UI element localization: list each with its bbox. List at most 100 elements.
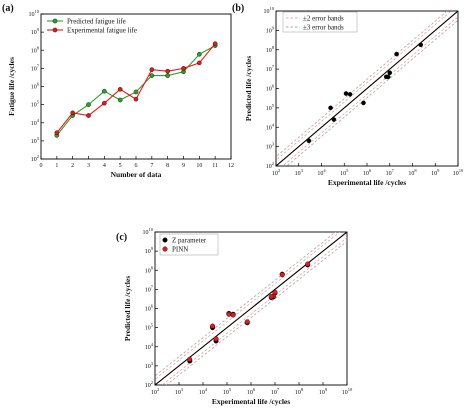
data-point <box>117 87 123 92</box>
y-tick-label: 103 <box>31 136 40 145</box>
error-band-3-lower <box>165 240 347 385</box>
legend-label: Experimental fatigue life <box>67 27 137 35</box>
legend-marker <box>52 27 58 33</box>
x-tick-label: 8 <box>166 163 169 169</box>
legend-label: ±2 error bands <box>303 15 344 23</box>
data-point <box>133 89 139 95</box>
x-tick-label: 102 <box>151 387 159 396</box>
panel-b: 102 103 104 105 106 107 108 109 1010 102 103 104 105… <box>232 3 464 187</box>
x-tick-label: 9 <box>182 163 185 169</box>
x-tick-label: 108 <box>408 168 417 177</box>
legend-box <box>282 11 358 33</box>
y-axis-label: Predicted life /cycles <box>244 56 253 121</box>
data-point <box>86 102 91 107</box>
x-tick-label: 1010 <box>342 387 353 396</box>
plot-frame <box>40 13 232 160</box>
x-tick-label: 12 <box>228 163 234 169</box>
error-band-2-lower <box>282 16 458 166</box>
error-band-3-lower <box>286 19 458 166</box>
x-tick-label: 102 <box>272 168 280 177</box>
y-tick-label: 105 <box>145 323 154 332</box>
data-point <box>361 100 366 106</box>
y-tick-label: 108 <box>266 45 275 54</box>
y-tick-label: 106 <box>31 82 40 91</box>
y-tick-label: 106 <box>145 304 154 313</box>
error-band-3-upper <box>276 11 448 158</box>
y-tick-label: 104 <box>145 342 154 351</box>
y-tick-label: 107 <box>145 284 154 293</box>
data-point <box>305 261 311 267</box>
x-tick-label: 105 <box>340 168 349 177</box>
y-tick-label: 103 <box>145 361 154 370</box>
legend-label: ±3 error bands <box>303 24 344 32</box>
x-tick-label: 11 <box>212 163 218 169</box>
y-tick-label: 1010 <box>143 227 154 236</box>
data-point <box>187 356 193 362</box>
data-point <box>149 67 155 72</box>
data-point <box>165 68 170 74</box>
data-point <box>331 117 337 122</box>
legend-marker <box>52 18 58 24</box>
x-tick-label: 104 <box>199 387 208 396</box>
data-point <box>387 70 393 76</box>
x-tick-label: 107 <box>386 168 395 177</box>
y-tick-label: 1010 <box>29 9 40 18</box>
x-tick-label: 1 <box>55 163 58 169</box>
y-tick-label: 109 <box>266 25 275 34</box>
data-point <box>102 88 107 94</box>
x-tick-label: 104 <box>317 168 326 177</box>
y-tick-label: 1010 <box>264 6 275 15</box>
y-tick-label: 106 <box>266 84 275 93</box>
data-point <box>394 51 399 57</box>
legend-box <box>159 233 219 256</box>
y-tick-label: 109 <box>31 27 40 36</box>
y-axis-label: Predicted life /cycles <box>123 276 132 341</box>
data-point <box>133 96 139 102</box>
panel-a: 0 1 2 3 4 5 6 7 8 9 10 11 12102103104105106107108109… <box>2 3 234 179</box>
data-point <box>70 110 75 116</box>
x-tick-label: 3 <box>87 163 90 169</box>
x-axis-label: Experimental life /cycles <box>212 397 290 406</box>
data-point <box>197 51 202 57</box>
x-tick-label: 109 <box>431 168 440 177</box>
y-tick-label: 103 <box>266 142 275 151</box>
x-tick-label: 106 <box>363 168 372 177</box>
panel-c: 102 103 104 105 106 107 108 109 1010 102 103 104 105… <box>116 227 353 406</box>
data-point <box>149 73 155 78</box>
legend-marker <box>162 246 168 252</box>
y-tick-label: 107 <box>266 64 275 73</box>
bands <box>276 11 458 166</box>
y-tick-label: 107 <box>31 63 40 72</box>
x-tick-label: 106 <box>247 387 256 396</box>
data-point <box>279 272 285 278</box>
x-tick-label: 107 <box>271 387 280 396</box>
y-tick-label: 108 <box>145 265 154 274</box>
panel-label: (c) <box>116 232 127 243</box>
error-band-2-lower <box>161 237 347 385</box>
error-band-2-upper <box>155 232 341 380</box>
error-band-2-upper <box>276 11 452 161</box>
data-point <box>226 311 232 317</box>
x-tick-label: 109 <box>319 387 328 396</box>
legend-label: Predicted fatigue life <box>67 18 126 26</box>
data-point <box>210 323 216 329</box>
x-tick-label: 105 <box>223 387 232 396</box>
data-point <box>212 41 218 46</box>
y-tick-label: 102 <box>145 380 153 389</box>
x-tick-label: 6 <box>135 163 138 169</box>
x-axis-label: Number of data <box>111 170 162 179</box>
bands <box>155 232 347 385</box>
x-tick-label: 7 <box>150 163 153 169</box>
data-point <box>117 97 123 103</box>
identity-line <box>155 232 347 385</box>
data-point <box>197 60 202 66</box>
data-point <box>213 336 219 342</box>
panel-label: (b) <box>232 3 244 14</box>
data-point <box>86 113 91 118</box>
data-point <box>272 289 278 295</box>
data-point <box>418 42 424 48</box>
data-point <box>54 130 60 136</box>
error-band-3-upper <box>155 232 337 377</box>
x-tick-label: 4 <box>103 163 106 169</box>
